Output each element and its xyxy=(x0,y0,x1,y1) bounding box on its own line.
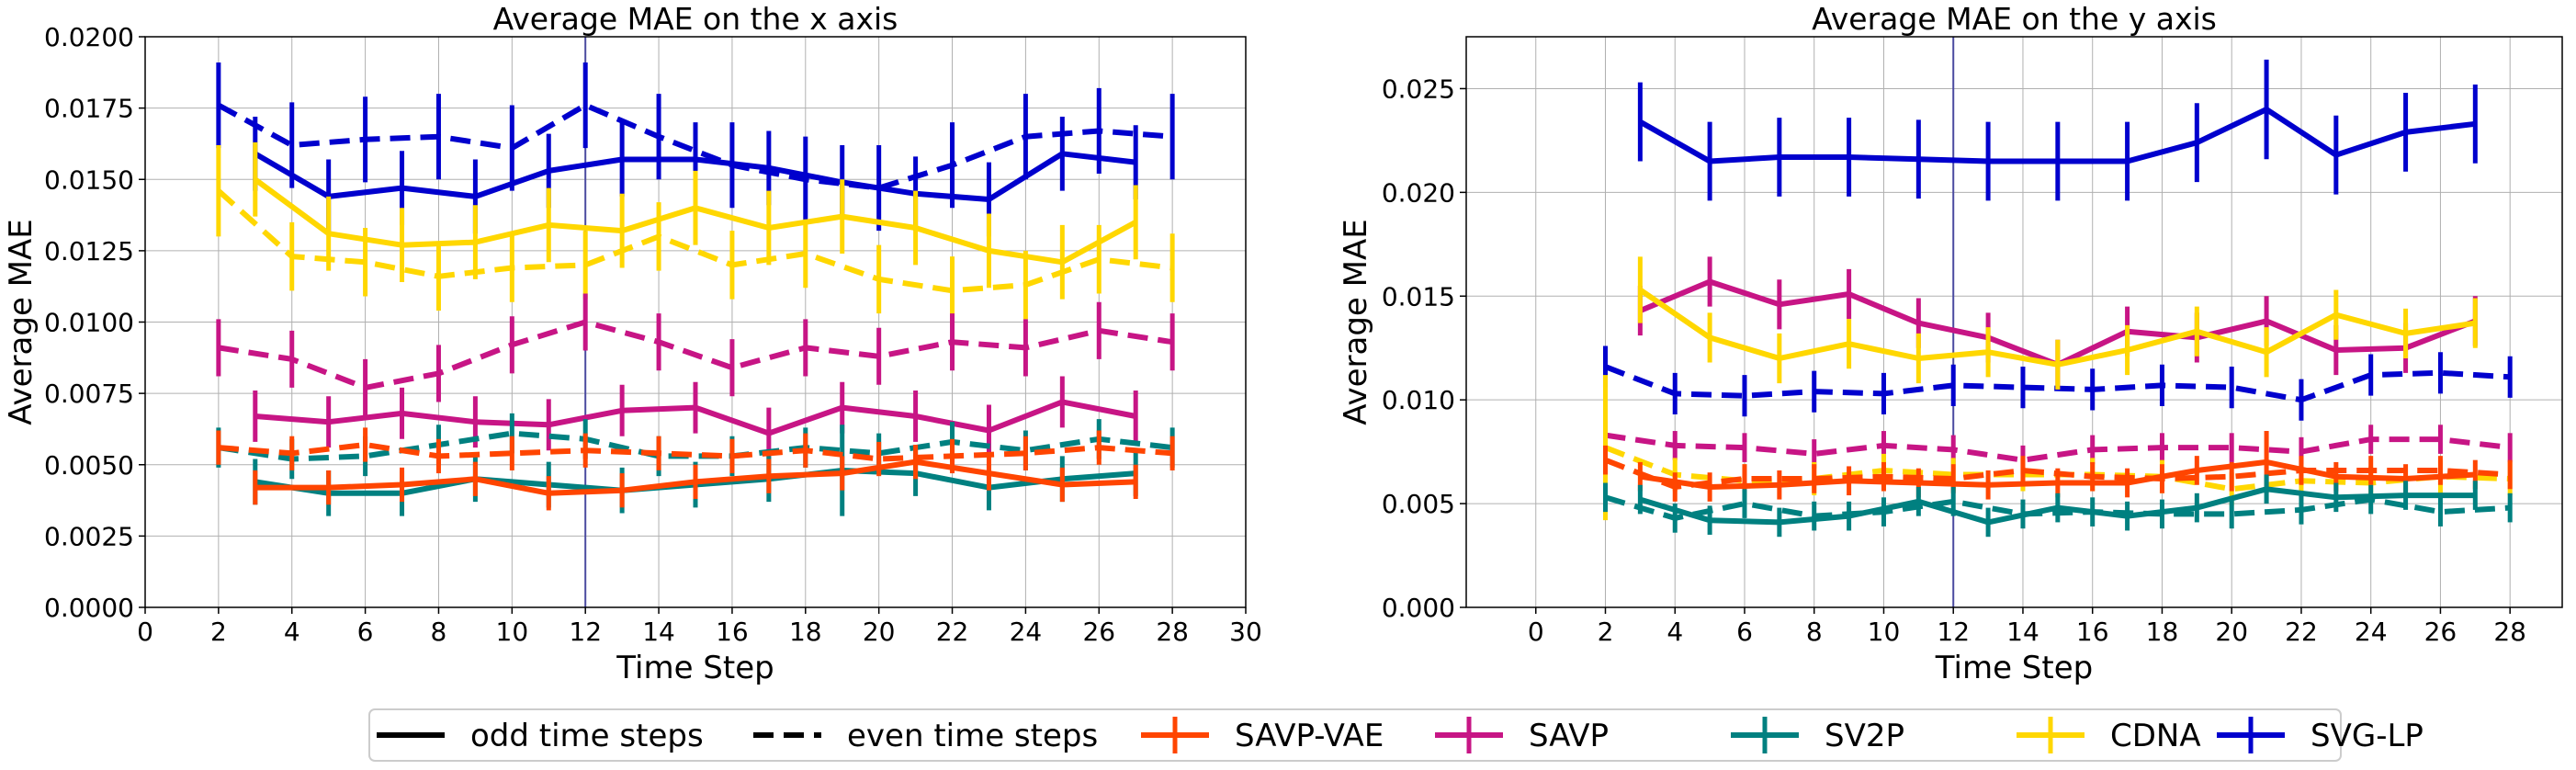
series-savp-dashed xyxy=(216,293,1175,416)
x-tick-label: 4 xyxy=(1666,617,1683,647)
series-line xyxy=(216,188,1173,294)
x-tick-label: 14 xyxy=(2006,617,2039,647)
x-tick-label: 10 xyxy=(1868,617,1901,647)
y-tick-label: 0.0050 xyxy=(44,450,134,481)
y-tick-label: 0.025 xyxy=(1382,74,1455,104)
series-line xyxy=(1604,457,2511,490)
legend: odd time steps even time steps SAVP-VAE SAV… xyxy=(368,708,2423,762)
series-savp-dashed xyxy=(1602,420,2513,475)
x-tick-label: 6 xyxy=(357,617,374,647)
series-cdna-solid xyxy=(253,142,1138,300)
legend-frame xyxy=(368,708,2342,762)
x-tick-label: 16 xyxy=(716,617,749,647)
series-cdna-solid xyxy=(1637,256,2478,390)
x-tick-label: 2 xyxy=(210,617,227,647)
y-tick-label: 0.0025 xyxy=(44,521,134,551)
x-tick-label: 20 xyxy=(2215,617,2248,647)
x-tick-label: 22 xyxy=(2285,617,2318,647)
x-tick-label: 0 xyxy=(137,617,153,647)
x-tick-label: 24 xyxy=(1010,617,1043,647)
y-axis-label: Average MAE xyxy=(3,219,40,425)
chart-y-axis-mae: 0 2 4 6 8 10 12 14 16 18 20 22 24 26 280.0000.0050.010… xyxy=(1338,1,2563,686)
legend-label: SAVP xyxy=(1529,718,1609,754)
x-tick-label: 30 xyxy=(1229,617,1262,647)
legend-label: even time steps xyxy=(847,718,1098,754)
series-line xyxy=(218,430,1173,462)
y-tick-label: 0.0125 xyxy=(44,236,134,266)
x-tick-label: 28 xyxy=(2493,617,2526,647)
x-tick-label: 28 xyxy=(1156,617,1189,647)
x-tick-label: 16 xyxy=(2076,617,2109,647)
x-axis-label: Time Step xyxy=(1935,650,2093,686)
y-tick-label: 0.0150 xyxy=(44,164,134,195)
legend-label: SAVP-VAE xyxy=(1235,718,1384,754)
legend-item-svg-lp: SVG-LP xyxy=(2217,717,2423,754)
x-tick-label: 2 xyxy=(1598,617,1614,647)
legend-item-odd-time-steps: odd time steps xyxy=(377,718,704,754)
chart-title: Average MAE on the y axis xyxy=(1812,1,2217,37)
legend-item-savp: SAVP xyxy=(1435,717,1609,754)
series-line xyxy=(1605,432,2511,463)
series-line xyxy=(217,102,1173,191)
legend-item-sv2p: SV2P xyxy=(1731,717,1904,754)
x-tick-label: 18 xyxy=(789,617,822,647)
x-tick-label: 10 xyxy=(496,617,529,647)
x-tick-label: 12 xyxy=(1937,617,1970,647)
x-tick-label: 22 xyxy=(936,617,969,647)
series-line xyxy=(218,442,1173,462)
plot-area xyxy=(1466,37,2562,607)
x-axis-label: Time Step xyxy=(616,650,774,686)
x-tick-label: 26 xyxy=(2424,617,2457,647)
y-tick-label: 0.0175 xyxy=(44,94,134,124)
series-svg-lp-solid xyxy=(1637,59,2478,201)
legend-item-savp-vae: SAVP-VAE xyxy=(1141,717,1384,754)
series-savp-vae-solid xyxy=(253,445,1138,511)
x-tick-label: 0 xyxy=(1528,617,1544,647)
y-tick-label: 0.0100 xyxy=(44,308,134,338)
y-tick-label: 0.0200 xyxy=(44,22,134,52)
legend-label: CDNA xyxy=(2110,718,2201,754)
series-sv2p-solid xyxy=(1637,474,2478,538)
x-tick-label: 20 xyxy=(863,617,896,647)
x-tick-label: 18 xyxy=(2146,617,2179,647)
plot-frame xyxy=(1465,36,2563,608)
legend-item-cdna: CDNA xyxy=(2017,717,2201,754)
series-savp-vae-dashed xyxy=(1602,445,2513,502)
chart-x-axis-mae: 0 2 4 6 8 10 12 14 16 18 20 22 24 26 28 300.00000.00250… xyxy=(3,1,1262,686)
y-axis-label: Average MAE xyxy=(1338,219,1374,425)
legend-item-even-time-steps: even time steps xyxy=(753,718,1098,754)
y-tick-label: 0.000 xyxy=(1382,593,1455,623)
y-tick-label: 0.010 xyxy=(1382,385,1455,415)
x-tick-label: 24 xyxy=(2355,617,2388,647)
x-tick-label: 26 xyxy=(1082,617,1115,647)
legend-label: odd time steps xyxy=(470,718,704,754)
y-tick-label: 0.005 xyxy=(1382,489,1455,519)
series-line xyxy=(218,319,1173,391)
chart-title: Average MAE on the x axis xyxy=(493,1,898,37)
legend-label: SV2P xyxy=(1825,718,1904,754)
legend-label: SVG-LP xyxy=(2310,718,2423,754)
y-tick-label: 0.015 xyxy=(1382,281,1455,311)
x-tick-label: 8 xyxy=(1806,617,1823,647)
y-tick-label: 0.020 xyxy=(1382,177,1455,208)
y-tick-label: 0.0075 xyxy=(44,379,134,409)
x-tick-label: 14 xyxy=(642,617,675,647)
x-tick-label: 6 xyxy=(1736,617,1753,647)
y-tick-label: 0.0000 xyxy=(44,593,134,623)
series-savp-vae-dashed xyxy=(216,427,1175,477)
x-tick-label: 4 xyxy=(284,617,300,647)
x-tick-label: 12 xyxy=(569,617,602,647)
x-tick-label: 8 xyxy=(431,617,447,647)
